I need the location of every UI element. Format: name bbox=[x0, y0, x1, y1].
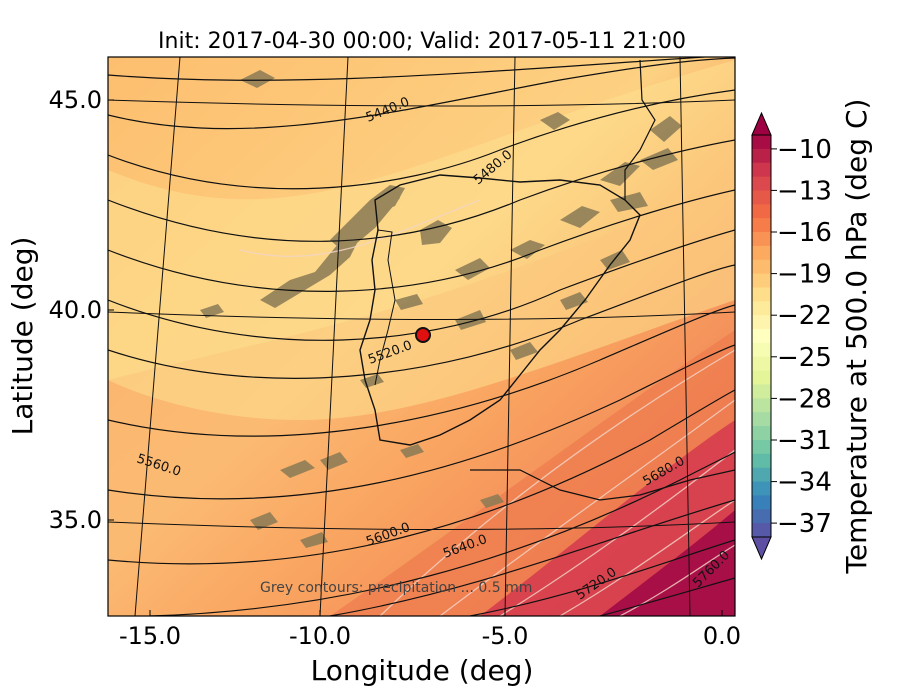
colorbar-segment bbox=[752, 439, 771, 455]
colorbar-segment bbox=[752, 135, 771, 150]
iberia-coastline bbox=[359, 174, 641, 446]
colorbar-tick-label: −28 bbox=[777, 384, 832, 414]
colorbar-segment bbox=[752, 523, 771, 538]
colorbar-tick-label: −37 bbox=[777, 509, 832, 539]
colorbar-extend-min bbox=[751, 536, 772, 561]
colorbar-tick-label: −16 bbox=[777, 218, 832, 248]
height-contours bbox=[108, 57, 735, 616]
colorbar-segment bbox=[752, 245, 771, 261]
colorbar-segment bbox=[752, 342, 771, 358]
colorbar-segment bbox=[752, 315, 771, 330]
colorbar-segment bbox=[752, 162, 771, 178]
colorbar-segments bbox=[751, 111, 772, 561]
colorbar-segment bbox=[752, 287, 771, 302]
colorbar-segment bbox=[752, 329, 771, 344]
axis-ticks bbox=[108, 99, 723, 616]
y-tick-label: 45.0 bbox=[49, 86, 102, 114]
colorbar-tick-label: −10 bbox=[777, 135, 832, 165]
x-axis-label: Longitude (deg) bbox=[311, 654, 534, 687]
colorbar-segment bbox=[752, 481, 771, 497]
colorbar-segment bbox=[752, 356, 771, 372]
colorbar-segment bbox=[752, 273, 771, 289]
colorbar-segment bbox=[752, 218, 771, 233]
x-tick-labels: -15.0 -10.0 -5.0 0.0 bbox=[119, 622, 741, 650]
colorbar-tick-label: −22 bbox=[777, 301, 832, 331]
plot-frame bbox=[107, 56, 736, 617]
y-tick-label: 35.0 bbox=[49, 506, 102, 534]
colorbar-extend-max bbox=[751, 111, 772, 136]
colorbar-segment bbox=[752, 190, 771, 205]
precipitation-note: Grey contours: precipitation ... 0.5 mm bbox=[260, 580, 532, 596]
chart-title: Init: 2017-04-30 00:00; Valid: 2017-05-1… bbox=[158, 29, 686, 54]
colorbar: −10 −13 −16 −19 −22 −25 −28 −31 −34 −37 Temperatu… bbox=[751, 99, 873, 575]
colorbar-segment bbox=[752, 370, 771, 386]
portugal-border bbox=[374, 229, 396, 386]
map-panel: 5440.0 5480.0 5520.0 5560.0 5600.0 5640.… bbox=[108, 57, 735, 616]
x-tick-label: 0.0 bbox=[703, 622, 741, 650]
colorbar-segment bbox=[752, 495, 771, 510]
temperature-band-hottest bbox=[600, 510, 735, 616]
france-coastline bbox=[624, 59, 656, 200]
colorbar-segment bbox=[752, 148, 771, 164]
y-tick-label: 40.0 bbox=[49, 296, 102, 324]
colorbar-tick-label: −34 bbox=[777, 468, 832, 498]
y-tick-labels: 45.0 40.0 35.0 bbox=[49, 86, 102, 534]
colorbar-segment bbox=[752, 467, 771, 483]
colorbar-segment bbox=[752, 204, 771, 219]
colorbar-frame bbox=[751, 134, 772, 538]
colorbar-tick-labels: −10 −13 −16 −19 −22 −25 −28 −31 −34 −37 bbox=[777, 135, 832, 539]
y-axis-label: Latitude (deg) bbox=[6, 237, 39, 436]
x-tick-label: -10.0 bbox=[289, 622, 351, 650]
colorbar-segment bbox=[752, 509, 771, 524]
colorbar-segment bbox=[752, 176, 771, 192]
colorbar-segment bbox=[752, 232, 771, 247]
location-marker bbox=[415, 327, 431, 343]
colorbar-tick-label: −31 bbox=[777, 426, 832, 456]
colorbar-segment bbox=[752, 301, 771, 316]
x-tick-label: -15.0 bbox=[119, 622, 181, 650]
graticule bbox=[108, 57, 735, 616]
x-tick-label: -5.0 bbox=[482, 622, 529, 650]
colorbar-tick-label: −25 bbox=[777, 343, 832, 373]
temperature-isotherms bbox=[239, 199, 735, 616]
colorbar-ticks bbox=[771, 148, 777, 524]
colorbar-tick-label: −19 bbox=[777, 260, 832, 290]
colorbar-segment bbox=[752, 398, 771, 413]
colorbar-segment bbox=[752, 453, 771, 469]
colorbar-segment bbox=[752, 384, 771, 399]
colorbar-tick-label: −13 bbox=[777, 176, 832, 206]
colorbar-segment bbox=[752, 412, 771, 427]
africa-coastline bbox=[470, 469, 735, 501]
colorbar-segment bbox=[752, 259, 771, 275]
colorbar-label: Temperature at 500.0 hPa (deg C) bbox=[840, 99, 873, 575]
colorbar-segment bbox=[752, 426, 771, 441]
